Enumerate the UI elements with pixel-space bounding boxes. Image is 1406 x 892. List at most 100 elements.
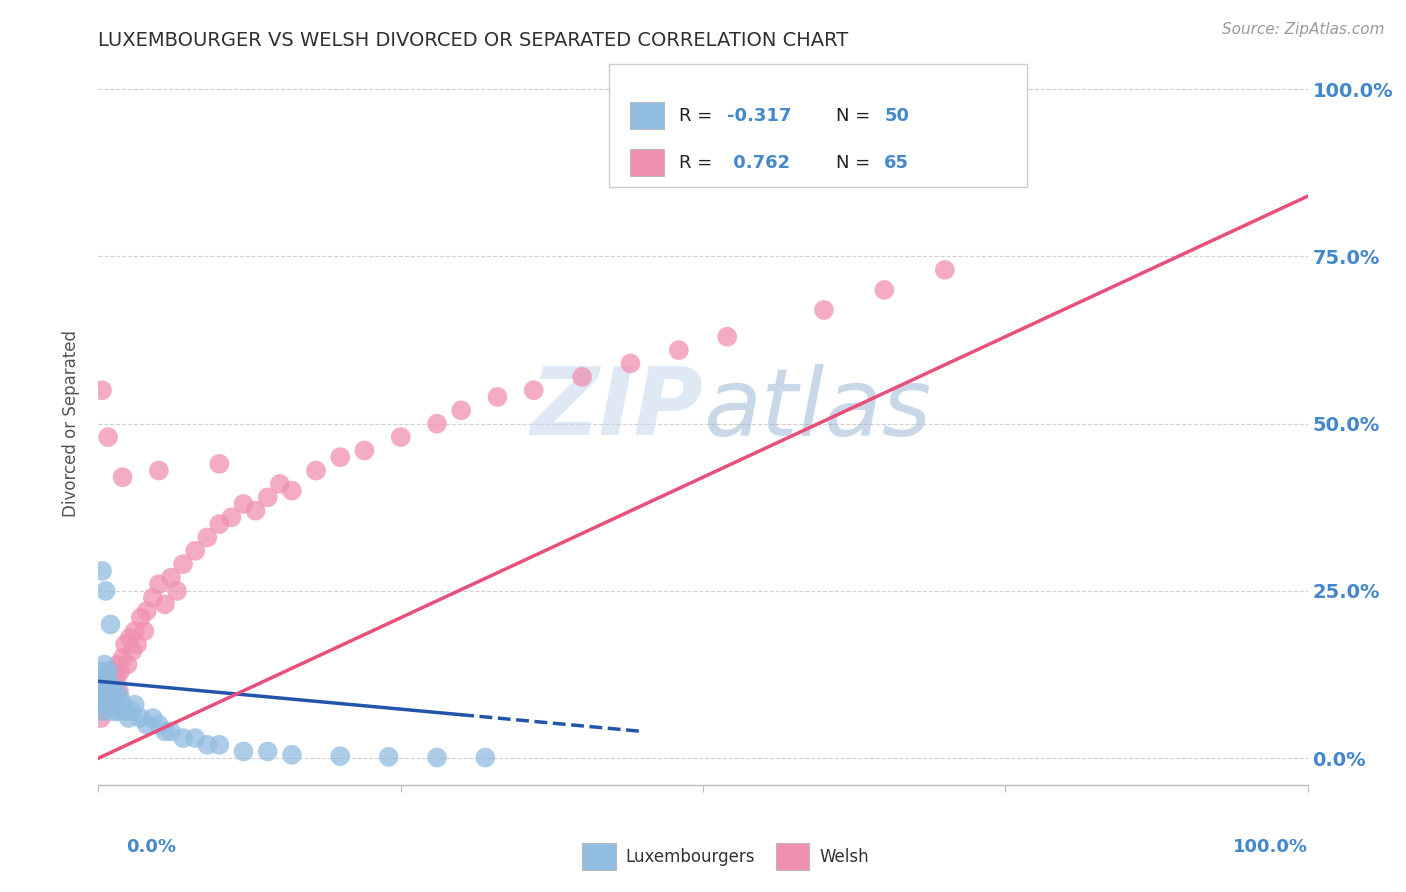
Point — [94, 671, 117, 685]
Point — [134, 624, 156, 639]
Point — [97, 664, 120, 679]
Point — [148, 577, 170, 591]
Text: R =: R = — [679, 153, 718, 171]
Point — [208, 517, 231, 532]
Bar — [582, 843, 616, 871]
Point — [100, 684, 122, 698]
Point — [353, 443, 375, 458]
FancyBboxPatch shape — [609, 64, 1026, 187]
Point — [97, 430, 120, 444]
Point — [329, 749, 352, 764]
Point — [93, 684, 115, 698]
Text: Source: ZipAtlas.com: Source: ZipAtlas.com — [1222, 22, 1385, 37]
Point — [91, 690, 114, 705]
Point — [96, 690, 118, 705]
Point — [98, 698, 121, 712]
Point — [813, 303, 835, 318]
Point — [97, 690, 120, 705]
Point — [107, 657, 129, 672]
Point — [124, 624, 146, 639]
Point — [101, 698, 124, 712]
Text: N =: N = — [837, 153, 876, 171]
Point — [281, 747, 304, 762]
Point — [117, 657, 139, 672]
Text: Welsh: Welsh — [820, 848, 869, 866]
Point — [389, 430, 412, 444]
Point — [111, 651, 134, 665]
Bar — [630, 149, 664, 177]
Point — [118, 631, 141, 645]
Point — [93, 684, 115, 698]
Point — [668, 343, 690, 358]
Point — [89, 698, 111, 712]
Point — [450, 403, 472, 417]
Point — [148, 717, 170, 731]
Point — [90, 671, 112, 685]
Point — [91, 664, 114, 679]
Point — [94, 584, 117, 599]
Point — [93, 657, 115, 672]
Point — [105, 671, 128, 685]
Text: N =: N = — [837, 107, 876, 125]
Point — [114, 637, 136, 651]
Point — [91, 705, 114, 719]
Point — [208, 457, 231, 471]
Point — [166, 584, 188, 599]
Point — [104, 698, 127, 712]
Point — [103, 678, 125, 692]
Point — [100, 690, 122, 705]
Point — [571, 369, 593, 384]
Point — [160, 724, 183, 739]
Point — [523, 384, 546, 398]
Point — [153, 598, 176, 612]
Point — [129, 611, 152, 625]
Point — [256, 744, 278, 758]
Point — [195, 530, 218, 544]
Text: 0.0%: 0.0% — [127, 838, 177, 855]
Point — [474, 750, 496, 764]
Point — [305, 464, 328, 478]
Text: 65: 65 — [884, 153, 910, 171]
Point — [107, 705, 129, 719]
Text: -0.317: -0.317 — [727, 107, 792, 125]
Point — [208, 738, 231, 752]
Point — [873, 283, 896, 297]
Point — [142, 591, 165, 605]
Bar — [776, 843, 810, 871]
Point — [426, 417, 449, 431]
Point — [94, 698, 117, 712]
Point — [108, 664, 131, 679]
Point — [108, 690, 131, 705]
Point — [160, 571, 183, 585]
Text: 100.0%: 100.0% — [1233, 838, 1308, 855]
Point — [129, 711, 152, 725]
Point — [221, 510, 243, 524]
Point — [100, 664, 122, 679]
Point — [100, 617, 122, 632]
Point — [91, 678, 114, 692]
Point — [184, 544, 207, 558]
Point — [716, 330, 738, 344]
Text: Luxembourgers: Luxembourgers — [626, 848, 755, 866]
Point — [108, 684, 131, 698]
Point — [377, 749, 399, 764]
Point — [232, 744, 254, 758]
Point — [118, 711, 141, 725]
Point — [111, 470, 134, 484]
Point — [172, 557, 194, 572]
Point — [281, 483, 304, 498]
Point — [100, 678, 122, 692]
Point — [486, 390, 509, 404]
Point — [153, 724, 176, 739]
Point — [121, 705, 143, 719]
Bar — [630, 102, 664, 129]
Point — [91, 564, 114, 578]
Point — [111, 698, 134, 712]
Text: ZIP: ZIP — [530, 363, 703, 455]
Point — [91, 384, 114, 398]
Point — [127, 637, 149, 651]
Text: 0.762: 0.762 — [727, 153, 790, 171]
Point — [100, 684, 122, 698]
Point — [619, 356, 641, 371]
Text: R =: R = — [679, 107, 718, 125]
